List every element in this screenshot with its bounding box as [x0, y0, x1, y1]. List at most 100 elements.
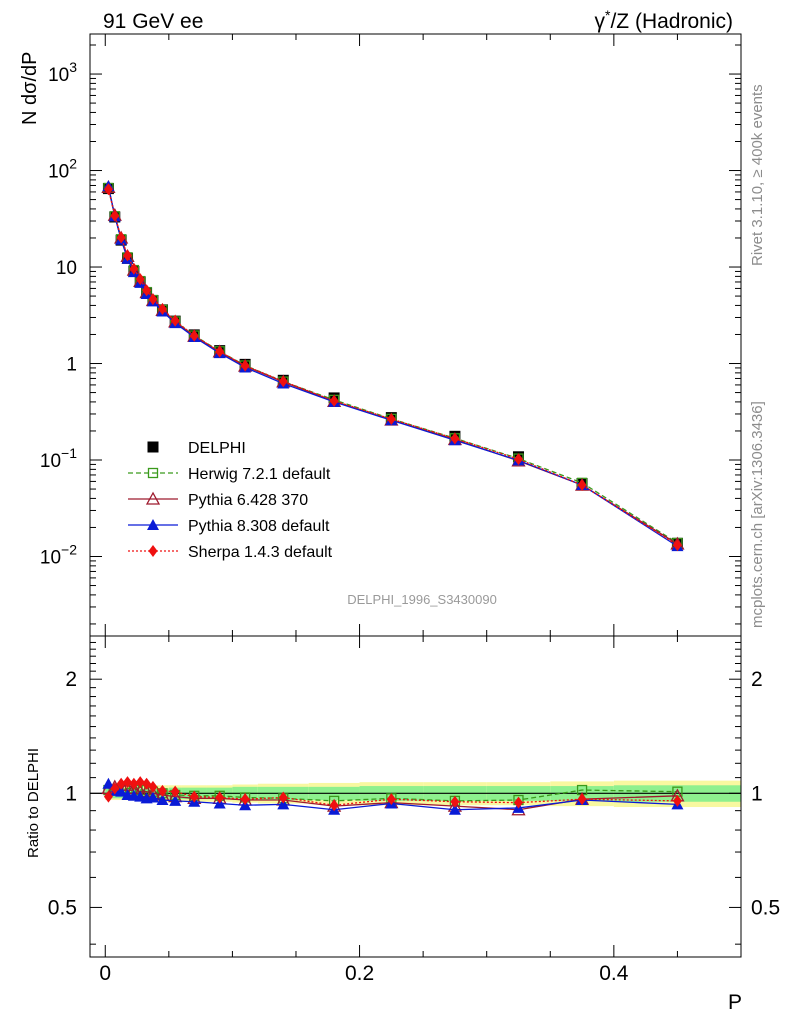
- y-tick-label-base: 10: [40, 451, 61, 472]
- data-point: [123, 776, 133, 789]
- header-gamma: γ: [595, 10, 606, 33]
- mcplots-label: mcplots.cern.ch [arXiv:1306.3436]: [749, 401, 766, 628]
- data-point: [116, 777, 126, 790]
- data-point: [115, 785, 128, 797]
- y-axis-title-top: N dσ/dP: [19, 52, 41, 126]
- data-point: [116, 231, 126, 244]
- data-point: [215, 791, 225, 804]
- legend-item: Herwig 7.2.1 default: [128, 466, 331, 483]
- y-tick-label-base: 10: [40, 547, 61, 568]
- data-point: [672, 539, 682, 552]
- data-point: [577, 793, 587, 806]
- legend-label: Herwig 7.2.1 default: [188, 466, 331, 483]
- y-tick-label-exp: 3: [69, 59, 77, 75]
- data-point: [215, 345, 225, 358]
- data-point: [189, 790, 199, 803]
- analysis-watermark: DELPHI_1996_S3430090: [347, 592, 497, 607]
- data-point: [110, 209, 120, 222]
- legend-item: DELPHI: [147, 440, 246, 457]
- legend-label: Sherpa 1.4.3 default: [188, 544, 333, 561]
- series-line-4: [107, 189, 678, 546]
- legend-item: Sherpa 1.4.3 default: [128, 544, 333, 561]
- header-right: γ*/Z (Hadronic): [595, 7, 733, 33]
- legend-item: Pythia 6.428 370: [128, 491, 308, 509]
- legend-label: Pythia 8.308 default: [188, 518, 330, 535]
- x-axis-title: P: [728, 991, 742, 1014]
- data-point: [129, 777, 139, 790]
- data-point: [135, 776, 145, 789]
- data-point: [148, 545, 158, 557]
- ratio-y-tick-label-right: 2: [751, 668, 763, 691]
- data-point: [240, 359, 250, 372]
- data-point: [170, 785, 180, 798]
- ratio-y-tick-label-left: 0.5: [48, 896, 77, 919]
- data-point: [278, 791, 288, 804]
- axis-ticks: [90, 34, 742, 957]
- y-tick-label-exp: 2: [69, 156, 77, 172]
- ratio-y-tick-label-left: 2: [65, 668, 77, 691]
- y-tick-label-top: 10−1: [40, 445, 77, 472]
- y-tick-label-top: 10−2: [40, 541, 77, 568]
- y-tick-label-base: 10: [56, 258, 77, 279]
- y-tick-label-exp: −2: [61, 541, 77, 557]
- data-point: [110, 782, 120, 795]
- data-point: [513, 453, 523, 466]
- data-point: [277, 798, 290, 810]
- data-point: [148, 780, 158, 793]
- series-line-1: [107, 187, 678, 544]
- header-left: 91 GeV ee: [103, 10, 203, 33]
- ratio-y-tick-label-left: 1: [65, 782, 77, 805]
- ratio-plot-frame: [89, 635, 742, 958]
- data-point: [240, 793, 250, 806]
- data-point: [450, 795, 460, 808]
- data-point: [142, 284, 152, 297]
- y-tick-label-top: 1: [66, 355, 77, 376]
- data-point: [189, 329, 199, 342]
- x-tick-label: 0.2: [345, 962, 374, 985]
- data-point: [672, 794, 682, 807]
- data-point: [147, 519, 159, 530]
- y-tick-label-top: 102: [48, 156, 77, 183]
- series-layer: [101, 179, 685, 816]
- x-tick-label: 0: [99, 962, 111, 985]
- data-point: [169, 794, 182, 806]
- y-tick-label-base: 1: [66, 355, 77, 376]
- legend-label: DELPHI: [188, 440, 246, 457]
- data-point: [156, 794, 169, 806]
- legend: DELPHI Herwig 7.2.1 default Pythia 6.428 3…: [128, 440, 333, 561]
- header-rest: /Z (Hadronic): [610, 10, 733, 33]
- data-point: [278, 375, 288, 388]
- data-point: [157, 784, 167, 797]
- y-tick-label-base: 10: [48, 65, 69, 86]
- data-point: [135, 273, 145, 286]
- rivet-label: Rivet 3.1.10, ≥ 400k events: [749, 84, 766, 266]
- y-tick-label-top: 103: [48, 59, 77, 86]
- y-tick-label-base: 10: [48, 162, 69, 183]
- header-star: *: [605, 7, 611, 23]
- ratio-y-tick-label-right: 1: [751, 782, 763, 805]
- data-point: [386, 793, 396, 806]
- data-point: [513, 796, 523, 809]
- data-point: [147, 441, 159, 453]
- legend-label: Pythia 6.428 370: [188, 492, 308, 509]
- ratio-y-tick-label-right: 0.5: [751, 896, 780, 919]
- data-point: [448, 803, 461, 815]
- data-point: [145, 491, 161, 505]
- legend-item: Pythia 8.308 default: [128, 518, 330, 535]
- ratio-line-0: [108, 787, 678, 802]
- y-tick-label-exp: −1: [61, 445, 77, 461]
- data-point: [148, 293, 158, 306]
- data-point: [103, 183, 113, 196]
- data-point: [146, 791, 159, 803]
- data-point: [129, 262, 139, 275]
- data-point: [329, 394, 339, 407]
- x-tick-label: 0.4: [599, 962, 629, 985]
- data-point: [170, 314, 180, 327]
- data-point: [386, 413, 396, 426]
- data-point: [102, 777, 115, 789]
- data-point: [123, 249, 133, 262]
- series-line-2: [107, 187, 678, 545]
- data-point: [157, 303, 167, 316]
